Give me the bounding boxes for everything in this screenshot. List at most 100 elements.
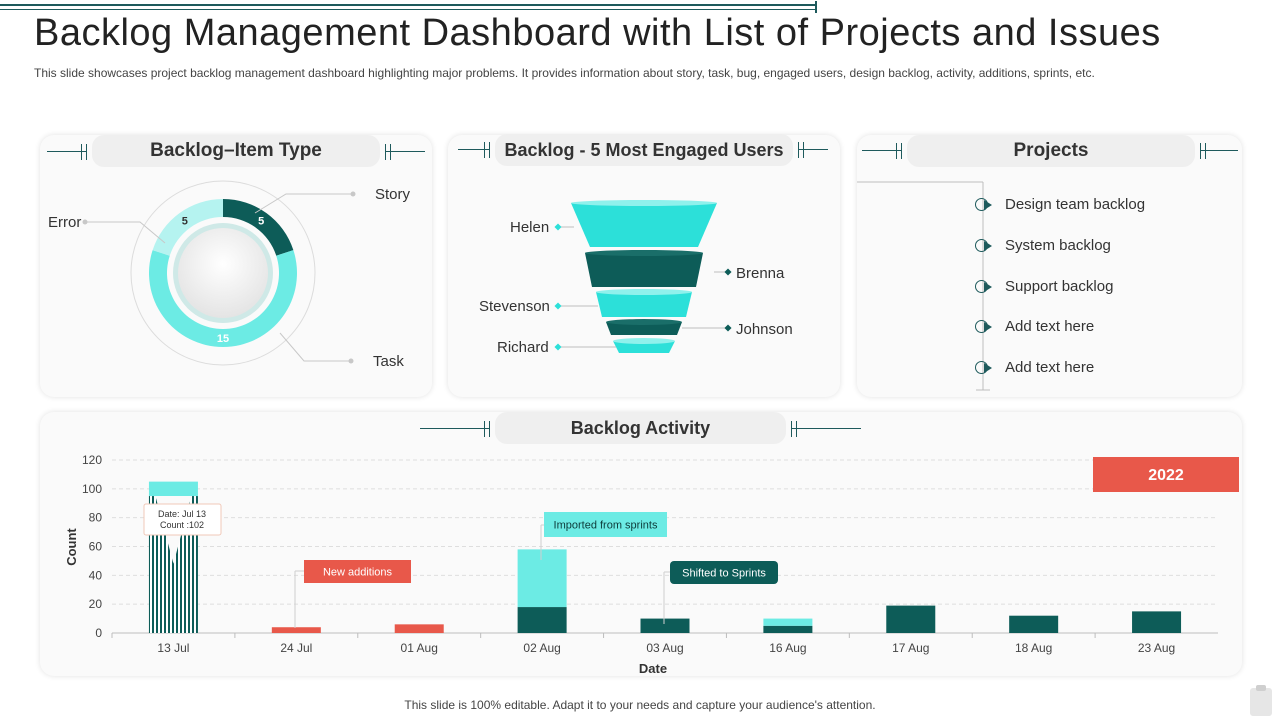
story-leader-dot [350, 191, 356, 197]
funnel-segment-cap [585, 250, 703, 256]
tooltip-count: Count :102 [160, 520, 204, 530]
x-tick-label: 01 Aug [401, 641, 438, 655]
task-label: Task [373, 353, 404, 370]
bullet-icon [975, 197, 993, 211]
bar-16-aug-series-1[interactable] [763, 618, 813, 626]
bar-02-aug-series-1[interactable] [517, 549, 567, 608]
y-tick-label: 40 [89, 568, 103, 582]
funnel-segment-cap [613, 338, 675, 344]
bullet-icon [975, 238, 993, 252]
x-tick-label: 17 Aug [892, 641, 929, 655]
funnel-leader-marker [554, 223, 562, 231]
bullet-icon [975, 360, 993, 374]
story-leader-line [254, 193, 353, 214]
decor-line-left [47, 144, 87, 160]
story-label: Story [375, 186, 411, 203]
x-tick-label: 18 Aug [1015, 641, 1052, 655]
callout-new-additions [304, 560, 411, 583]
error-leader-line [85, 221, 166, 244]
project-item[interactable]: Design team backlog [975, 194, 1145, 214]
donut-center [178, 228, 268, 318]
bar-01-aug-series-2[interactable] [394, 624, 444, 633]
decor-line-left [420, 421, 490, 437]
x-tick-label: 16 Aug [769, 641, 806, 655]
callout-label-new-additions: New additions [323, 567, 393, 579]
item-type-title: Backlog–Item Type [92, 135, 380, 167]
bar-23-aug-series-0[interactable] [1132, 611, 1182, 633]
decor-line-right [385, 144, 425, 160]
callout-label-shifted: Shifted to Sprints [682, 568, 766, 580]
funnel-leader-marker [724, 268, 732, 276]
donut-label-task: 15 [217, 333, 229, 345]
callout-label-imported: Imported from sprints [554, 520, 658, 532]
funnel-leader-marker [554, 302, 562, 310]
project-item[interactable]: Support backlog [975, 276, 1113, 296]
decor-line-right [798, 142, 828, 158]
donut-label-error: 5 [182, 215, 188, 227]
funnel-leader-marker [554, 343, 562, 351]
bullet-icon [975, 279, 993, 293]
funnel-segment-cap [596, 289, 692, 295]
donut-label-story: 5 [258, 215, 264, 227]
projects-title: Projects [907, 135, 1195, 167]
x-axis-label: Date [639, 661, 667, 676]
page-subtitle: This slide showcases project backlog man… [34, 66, 1095, 80]
callout-imported [544, 512, 667, 537]
top-rule-cap [815, 1, 817, 13]
decor-line-right [791, 421, 861, 437]
decor-line-left [862, 143, 902, 159]
x-tick-label: 24 Jul [280, 641, 312, 655]
funnel-segment-brenna [585, 253, 703, 287]
y-tick-label: 20 [89, 597, 103, 611]
funnel-segment-cap [571, 200, 717, 206]
x-tick-label: 13 Jul [157, 641, 189, 655]
funnel-label-brenna: Brenna [736, 265, 785, 282]
y-tick-label: 80 [89, 511, 103, 525]
funnel-segment-cap [606, 319, 682, 325]
bar-18-aug-series-0[interactable] [1009, 615, 1059, 633]
page-title: Backlog Management Dashboard with List o… [34, 12, 1161, 54]
y-tick-label: 60 [89, 540, 103, 554]
project-item[interactable]: System backlog [975, 235, 1111, 255]
donut-outer-ring [130, 180, 316, 366]
error-leader-dot [82, 219, 88, 225]
bar-17-aug-series-0[interactable] [886, 605, 936, 633]
funnel-segment-stevenson [596, 292, 692, 317]
bar-16-aug-series-0[interactable] [763, 625, 813, 633]
funnel-chart [554, 200, 732, 353]
x-tick-label: 02 Aug [523, 641, 560, 655]
project-item[interactable]: Add text here [975, 316, 1094, 336]
y-axis-label: Count [64, 528, 79, 566]
funnel-segment-johnson [606, 322, 682, 335]
callout-shifted [670, 561, 778, 584]
funnel-segment-helen [571, 203, 717, 247]
funnel-segment-richard [613, 341, 675, 353]
top-rule-thin [0, 9, 815, 10]
donut-slice-task [149, 250, 297, 347]
bar-02-aug-series-0[interactable] [517, 607, 567, 633]
task-leader-dot [348, 358, 354, 364]
y-tick-label: 100 [82, 482, 102, 496]
projects-panel [857, 135, 1242, 397]
bullet-icon [975, 319, 993, 333]
y-tick-label: 120 [82, 453, 102, 467]
funnel-leader-marker [724, 324, 732, 332]
tooltip-box [143, 503, 222, 536]
bar-03-aug-series-0[interactable] [640, 618, 690, 633]
footer-note: This slide is 100% editable. Adapt it to… [404, 698, 876, 712]
funnel-label-stevenson: Stevenson [479, 298, 550, 315]
bar-24-jul-series-2[interactable] [271, 627, 321, 633]
task-leader-line [279, 332, 351, 362]
decor-line-right [1200, 143, 1238, 159]
tooltip-date: Date: Jul 13 [158, 509, 206, 519]
top-rule [0, 4, 815, 6]
clipboard-icon [1250, 685, 1272, 716]
year-badge-label: 2022 [1148, 467, 1184, 484]
year-badge [1093, 457, 1239, 492]
donut-chart: 5 15 5 [82, 180, 356, 366]
funnel-label-helen: Helen [510, 219, 550, 236]
y-tick-label: 0 [95, 626, 102, 640]
bar-13-jul-series-1[interactable] [148, 481, 198, 497]
project-item[interactable]: Add text here [975, 357, 1094, 377]
